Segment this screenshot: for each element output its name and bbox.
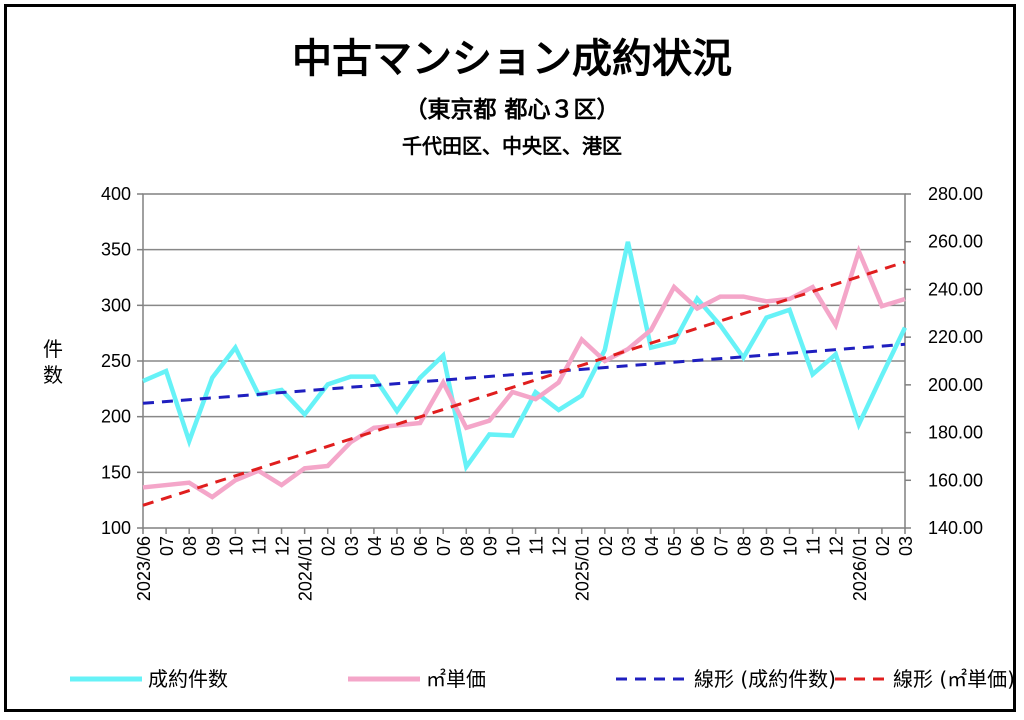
- x-tick-label: 02: [319, 536, 339, 556]
- x-tick-label: 07: [157, 536, 177, 556]
- y-axis-label: 数: [43, 363, 63, 387]
- grid-layer: [142, 193, 906, 529]
- x-tick-label: 11: [527, 536, 547, 555]
- x-tick-label: 03: [619, 536, 639, 556]
- x-tick-label: 02: [596, 536, 616, 556]
- y-tick-label: 300: [101, 295, 131, 315]
- x-tick-label: 09: [203, 536, 223, 556]
- y-tick-label: 100: [101, 518, 131, 538]
- y2-tick-label: 160.00: [928, 470, 983, 490]
- legend-label: 線形 (㎡単価): [893, 667, 1015, 691]
- x-tick-label: 12: [827, 536, 847, 556]
- x-tick-label: 02: [873, 536, 893, 556]
- x-tick-label: 2023/06: [134, 536, 154, 601]
- legend: 成約件数 ㎡単価 線形 (成約件数) 線形 (㎡単価): [70, 667, 1015, 691]
- y-tick-label: 200: [101, 407, 131, 427]
- series-line-0: [142, 241, 908, 473]
- y2-tick-label: 280.00: [928, 184, 983, 204]
- y2-tick-label: 200.00: [928, 375, 983, 395]
- x-tick-label: 2025/01: [573, 536, 593, 601]
- x-tick-label: 07: [711, 536, 731, 556]
- x-tick-label: 09: [757, 536, 777, 556]
- series-line-1: [142, 244, 906, 500]
- chart-title: 中古マンション成約状況: [292, 36, 732, 82]
- x-tick-label: 05: [388, 536, 408, 556]
- x-tick-label: 07: [434, 536, 454, 556]
- x-tick-label: 11: [249, 536, 269, 555]
- legend-label: 線形 (成約件数): [694, 667, 836, 691]
- trendline-2: [142, 342, 906, 405]
- chart-frame: [4, 4, 1016, 712]
- x-tick-label: 04: [365, 536, 385, 556]
- y2-tick-label: 220.00: [928, 327, 983, 347]
- y2-tick-label: 260.00: [928, 232, 983, 252]
- chart-subtitle-wards: 千代田区、中央区、港区: [402, 134, 622, 158]
- x-tick-label: 12: [550, 536, 570, 556]
- x-tick-label: 10: [781, 536, 801, 556]
- y2-tick-label: 140.00: [928, 518, 983, 538]
- y-tick-label: 150: [101, 462, 131, 482]
- legend-label: ㎡単価: [426, 667, 486, 691]
- axes-layer: 400 350 300 250 200 150 100 280.00 260.00 240.00 2…: [43, 184, 983, 601]
- trendline-3: [142, 260, 906, 507]
- y-axis-label: 件: [43, 337, 63, 361]
- x-tick-label: 2026/01: [850, 536, 870, 601]
- x-tick-label: 2024/01: [296, 536, 316, 601]
- x-tick-label: 06: [688, 536, 708, 556]
- legend-label: 成約件数: [148, 667, 228, 691]
- x-tick-label: 08: [457, 536, 477, 556]
- y-tick-label: 250: [101, 351, 131, 371]
- x-tick-label: 08: [734, 536, 754, 556]
- x-tick-label: 04: [642, 536, 662, 556]
- x-tick-label: 03: [896, 536, 916, 556]
- x-tick-label: 06: [411, 536, 431, 556]
- x-tick-label: 08: [180, 536, 200, 556]
- x-tick-label: 03: [342, 536, 362, 556]
- y-tick-label: 350: [101, 240, 131, 260]
- x-tick-label: 10: [226, 536, 246, 556]
- series-layer: [142, 241, 908, 507]
- y-tick-label: 400: [101, 184, 131, 204]
- x-tick-label: 11: [804, 536, 824, 555]
- x-tick-label: 12: [273, 536, 293, 556]
- chart-subtitle: （東京都 都心３区）: [404, 97, 620, 123]
- y2-tick-label: 240.00: [928, 279, 983, 299]
- x-tick-label: 09: [480, 536, 500, 556]
- y2-tick-label: 180.00: [928, 423, 983, 443]
- x-tick-label: 05: [665, 536, 685, 556]
- x-tick-label: 10: [503, 536, 523, 556]
